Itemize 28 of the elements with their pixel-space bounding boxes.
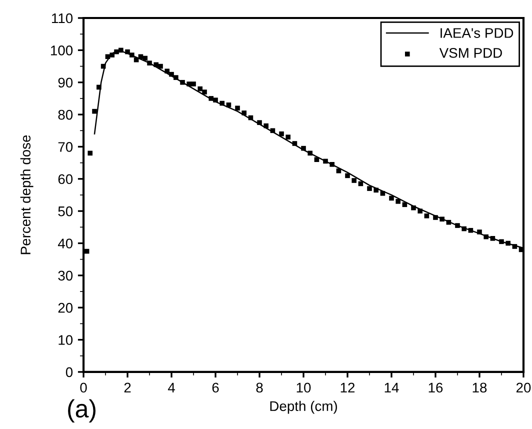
x-tick-label: 18 [472, 382, 487, 393]
y-tick-label: 30 [58, 270, 73, 281]
y-tick-label: 10 [58, 335, 73, 345]
y-tick-label: 40 [58, 238, 73, 248]
x-tick-label: 0 [80, 382, 87, 393]
y-tick-label: 20 [58, 302, 73, 313]
x-tick-label: 4 [168, 382, 175, 392]
x-tick-label: 10 [296, 382, 311, 393]
x-tick-label: 16 [428, 382, 443, 393]
x-tick-label: 20 [516, 382, 531, 393]
x-axis-title: Depth (cm) [270, 400, 337, 414]
y-tick-label: 70 [58, 142, 73, 152]
x-tick-label: 6 [212, 382, 219, 393]
text: (a) [68, 399, 96, 423]
x-tick-label: 14 [384, 382, 399, 392]
legend-label: IAEA's PDD [440, 28, 514, 38]
y-tick-label: 90 [58, 78, 73, 88]
y-tick-label: 110 [52, 13, 73, 24]
x-tick-label: 8 [256, 382, 263, 393]
y-tick-label: 100 [50, 46, 73, 56]
legend-label: VSM PDD [439, 48, 502, 58]
y-tick-label: 60 [58, 174, 73, 184]
y-axis-title: Percent depth dose [20, 135, 34, 254]
y-tick-label: 50 [58, 206, 73, 216]
y-tick-label: 0 [66, 367, 73, 378]
x-tick-label: 12 [340, 382, 355, 392]
x-tick-label: 2 [124, 382, 131, 392]
y-tick-label: 80 [58, 110, 73, 120]
